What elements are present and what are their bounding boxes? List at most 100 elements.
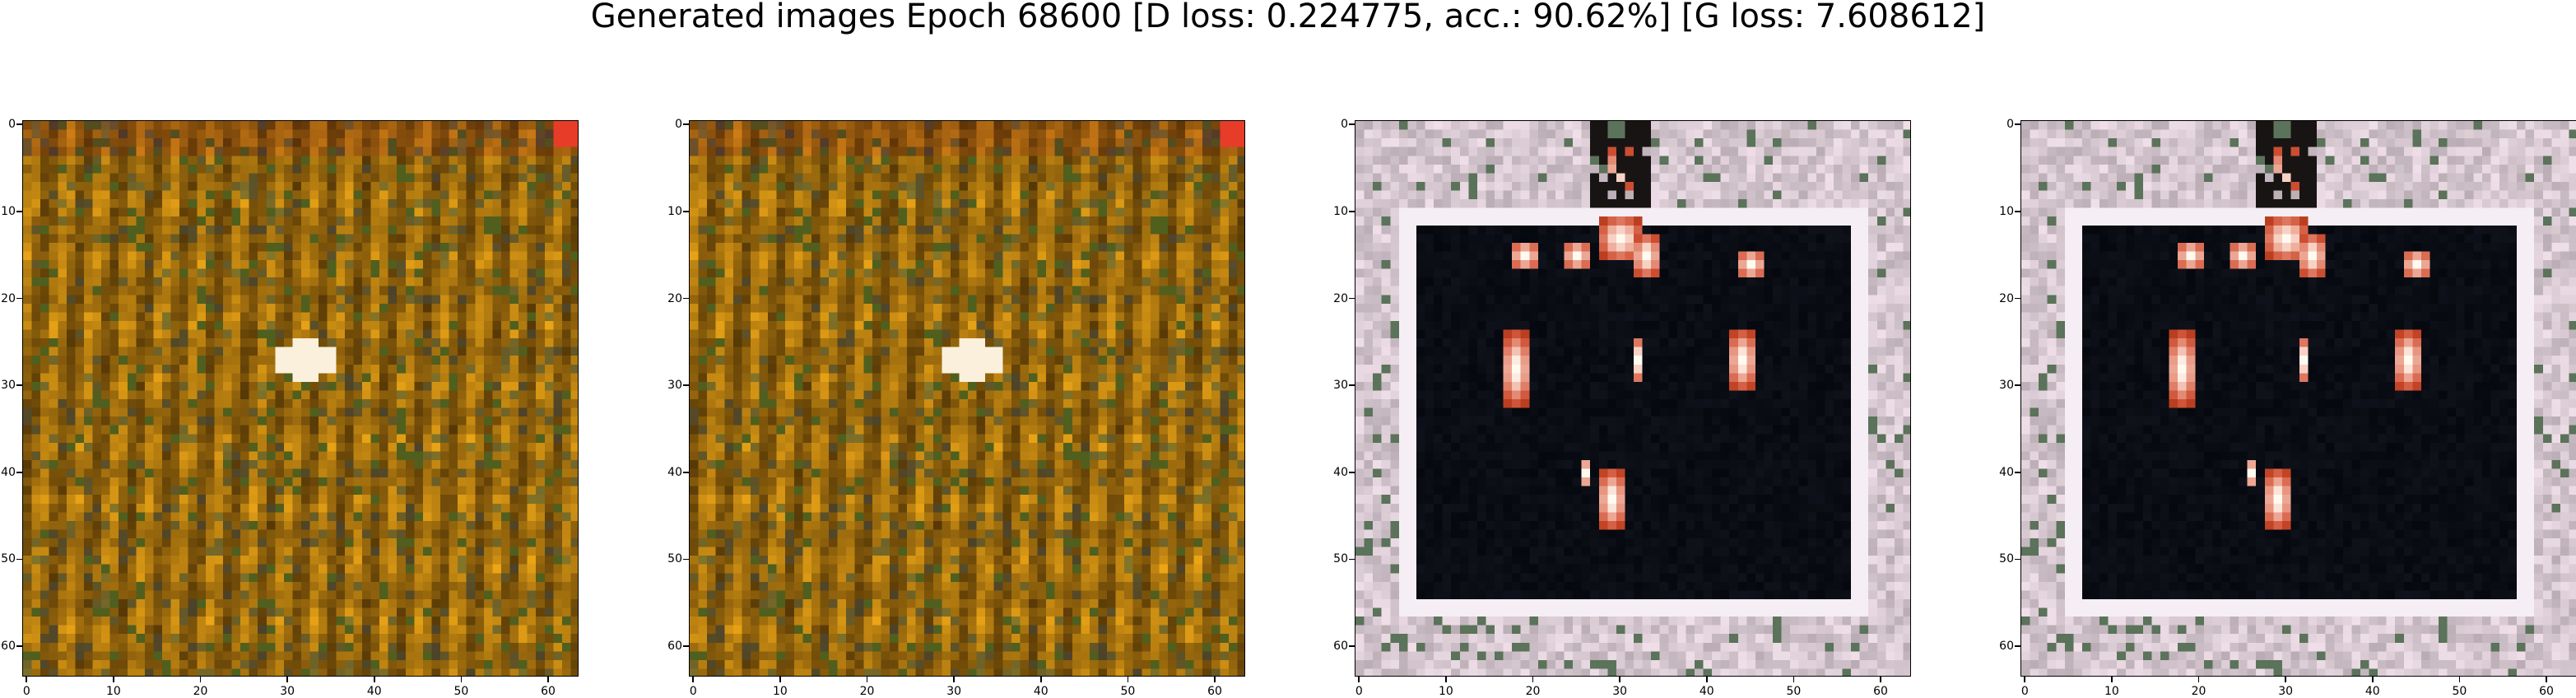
y-tick xyxy=(683,297,689,300)
image-axes xyxy=(2020,120,2576,677)
image-panel-1: 0 10 20 30 40 50 60 0 10 20 30 40 50 60 xyxy=(1,119,579,697)
x-tick xyxy=(547,677,549,682)
y-tick-label: 30 xyxy=(1999,379,2014,393)
y-tick-label: 60 xyxy=(1,640,16,654)
x-tick-label: 20 xyxy=(193,685,208,698)
generated-image-1 xyxy=(23,121,578,676)
image-panel-4: 0 10 20 30 40 50 60 0 10 20 30 40 50 60 xyxy=(1999,119,2576,697)
y-tick-label: 0 xyxy=(675,118,682,132)
x-tick-label: 10 xyxy=(105,685,121,698)
x-tick xyxy=(113,677,114,682)
y-tick-label: 20 xyxy=(1999,291,2014,305)
y-tick-label: 0 xyxy=(2006,118,2014,132)
x-tick xyxy=(2546,677,2547,682)
x-tick-label: 60 xyxy=(1873,685,1888,698)
y-tick-label: 40 xyxy=(667,465,682,479)
y-tick-label: 30 xyxy=(1,379,16,393)
x-tick-label: 50 xyxy=(1120,685,1136,698)
x-tick-label: 10 xyxy=(2104,685,2119,698)
x-tick xyxy=(866,677,868,682)
y-tick-label: 20 xyxy=(1,291,16,305)
x-tick xyxy=(2458,677,2461,682)
y-tick xyxy=(16,645,22,647)
x-tick xyxy=(1793,677,1795,682)
x-tick xyxy=(1880,677,1881,682)
y-tick xyxy=(683,471,689,473)
y-tick xyxy=(2015,123,2020,126)
x-tick xyxy=(1445,677,1447,682)
y-tick xyxy=(16,123,22,126)
x-tick-label: 40 xyxy=(1033,685,1049,698)
y-tick xyxy=(2015,297,2020,300)
x-tick xyxy=(286,677,288,682)
y-tick xyxy=(1349,123,1355,126)
x-tick-label: 50 xyxy=(453,685,469,698)
y-tick xyxy=(1349,384,1355,386)
x-tick xyxy=(26,677,28,682)
y-tick xyxy=(1349,645,1355,647)
y-tick xyxy=(1349,211,1355,212)
y-tick-label: 0 xyxy=(8,118,16,132)
image-axes xyxy=(22,120,579,677)
y-tick-label: 20 xyxy=(1333,291,1348,305)
x-tick xyxy=(1214,677,1216,682)
x-tick-label: 0 xyxy=(2020,685,2029,698)
x-tick-label: 0 xyxy=(1355,685,1363,698)
y-tick-label: 60 xyxy=(1333,640,1348,654)
x-tick-label: 50 xyxy=(2452,685,2467,698)
figure-title: Generated images Epoch 68600 [D loss: 0.… xyxy=(590,0,1986,35)
image-axes xyxy=(689,120,1245,677)
x-tick-label: 20 xyxy=(2191,685,2206,698)
x-tick xyxy=(2024,677,2026,682)
x-tick xyxy=(373,677,375,682)
x-tick xyxy=(460,677,463,682)
y-tick-label: 40 xyxy=(1333,465,1348,479)
x-tick-label: 60 xyxy=(541,685,556,698)
y-tick xyxy=(16,558,22,561)
y-tick-label: 0 xyxy=(1341,118,1348,132)
x-tick-label: 20 xyxy=(1525,685,1541,698)
x-tick xyxy=(2371,677,2374,682)
x-tick xyxy=(779,677,781,682)
x-tick xyxy=(2285,677,2286,682)
x-tick-label: 0 xyxy=(22,685,30,698)
x-tick-label: 30 xyxy=(280,685,295,698)
generated-image-3 xyxy=(1355,121,1910,676)
x-tick-label: 40 xyxy=(1699,685,1714,698)
y-tick xyxy=(683,645,689,647)
image-panel-2: 0 10 20 30 40 50 60 0 10 20 30 40 50 60 xyxy=(667,119,1245,697)
x-tick-label: 50 xyxy=(1786,685,1802,698)
y-tick-label: 10 xyxy=(1999,204,2014,218)
y-tick xyxy=(2015,558,2020,561)
y-tick-label: 40 xyxy=(1999,465,2014,479)
x-tick xyxy=(1532,677,1534,682)
y-tick-label: 60 xyxy=(1999,640,2014,654)
y-tick-label: 30 xyxy=(1333,379,1348,393)
x-tick-label: 60 xyxy=(1207,685,1222,698)
image-axes xyxy=(1355,120,1911,677)
y-tick-label: 10 xyxy=(1,204,16,218)
y-tick-label: 50 xyxy=(667,552,682,566)
y-tick xyxy=(2015,384,2020,386)
x-tick xyxy=(1358,677,1360,682)
generated-image-4 xyxy=(2021,121,2576,676)
generated-image-2 xyxy=(690,121,1244,676)
x-tick xyxy=(953,677,955,682)
x-tick xyxy=(1127,677,1129,682)
x-tick-label: 10 xyxy=(1438,685,1453,698)
y-tick-label: 60 xyxy=(667,640,682,654)
x-tick-label: 30 xyxy=(946,685,962,698)
y-tick-label: 10 xyxy=(667,204,682,218)
x-tick xyxy=(1039,677,1042,682)
y-tick xyxy=(1349,471,1355,473)
y-tick xyxy=(16,471,22,473)
y-tick xyxy=(683,211,689,212)
x-tick xyxy=(2111,677,2113,682)
x-tick xyxy=(1619,677,1620,682)
x-tick-label: 40 xyxy=(366,685,382,698)
x-tick-label: 20 xyxy=(859,685,875,698)
y-tick-label: 10 xyxy=(1333,204,1348,218)
y-tick xyxy=(2015,211,2020,212)
y-tick-label: 50 xyxy=(1999,552,2014,566)
y-tick xyxy=(683,558,689,561)
